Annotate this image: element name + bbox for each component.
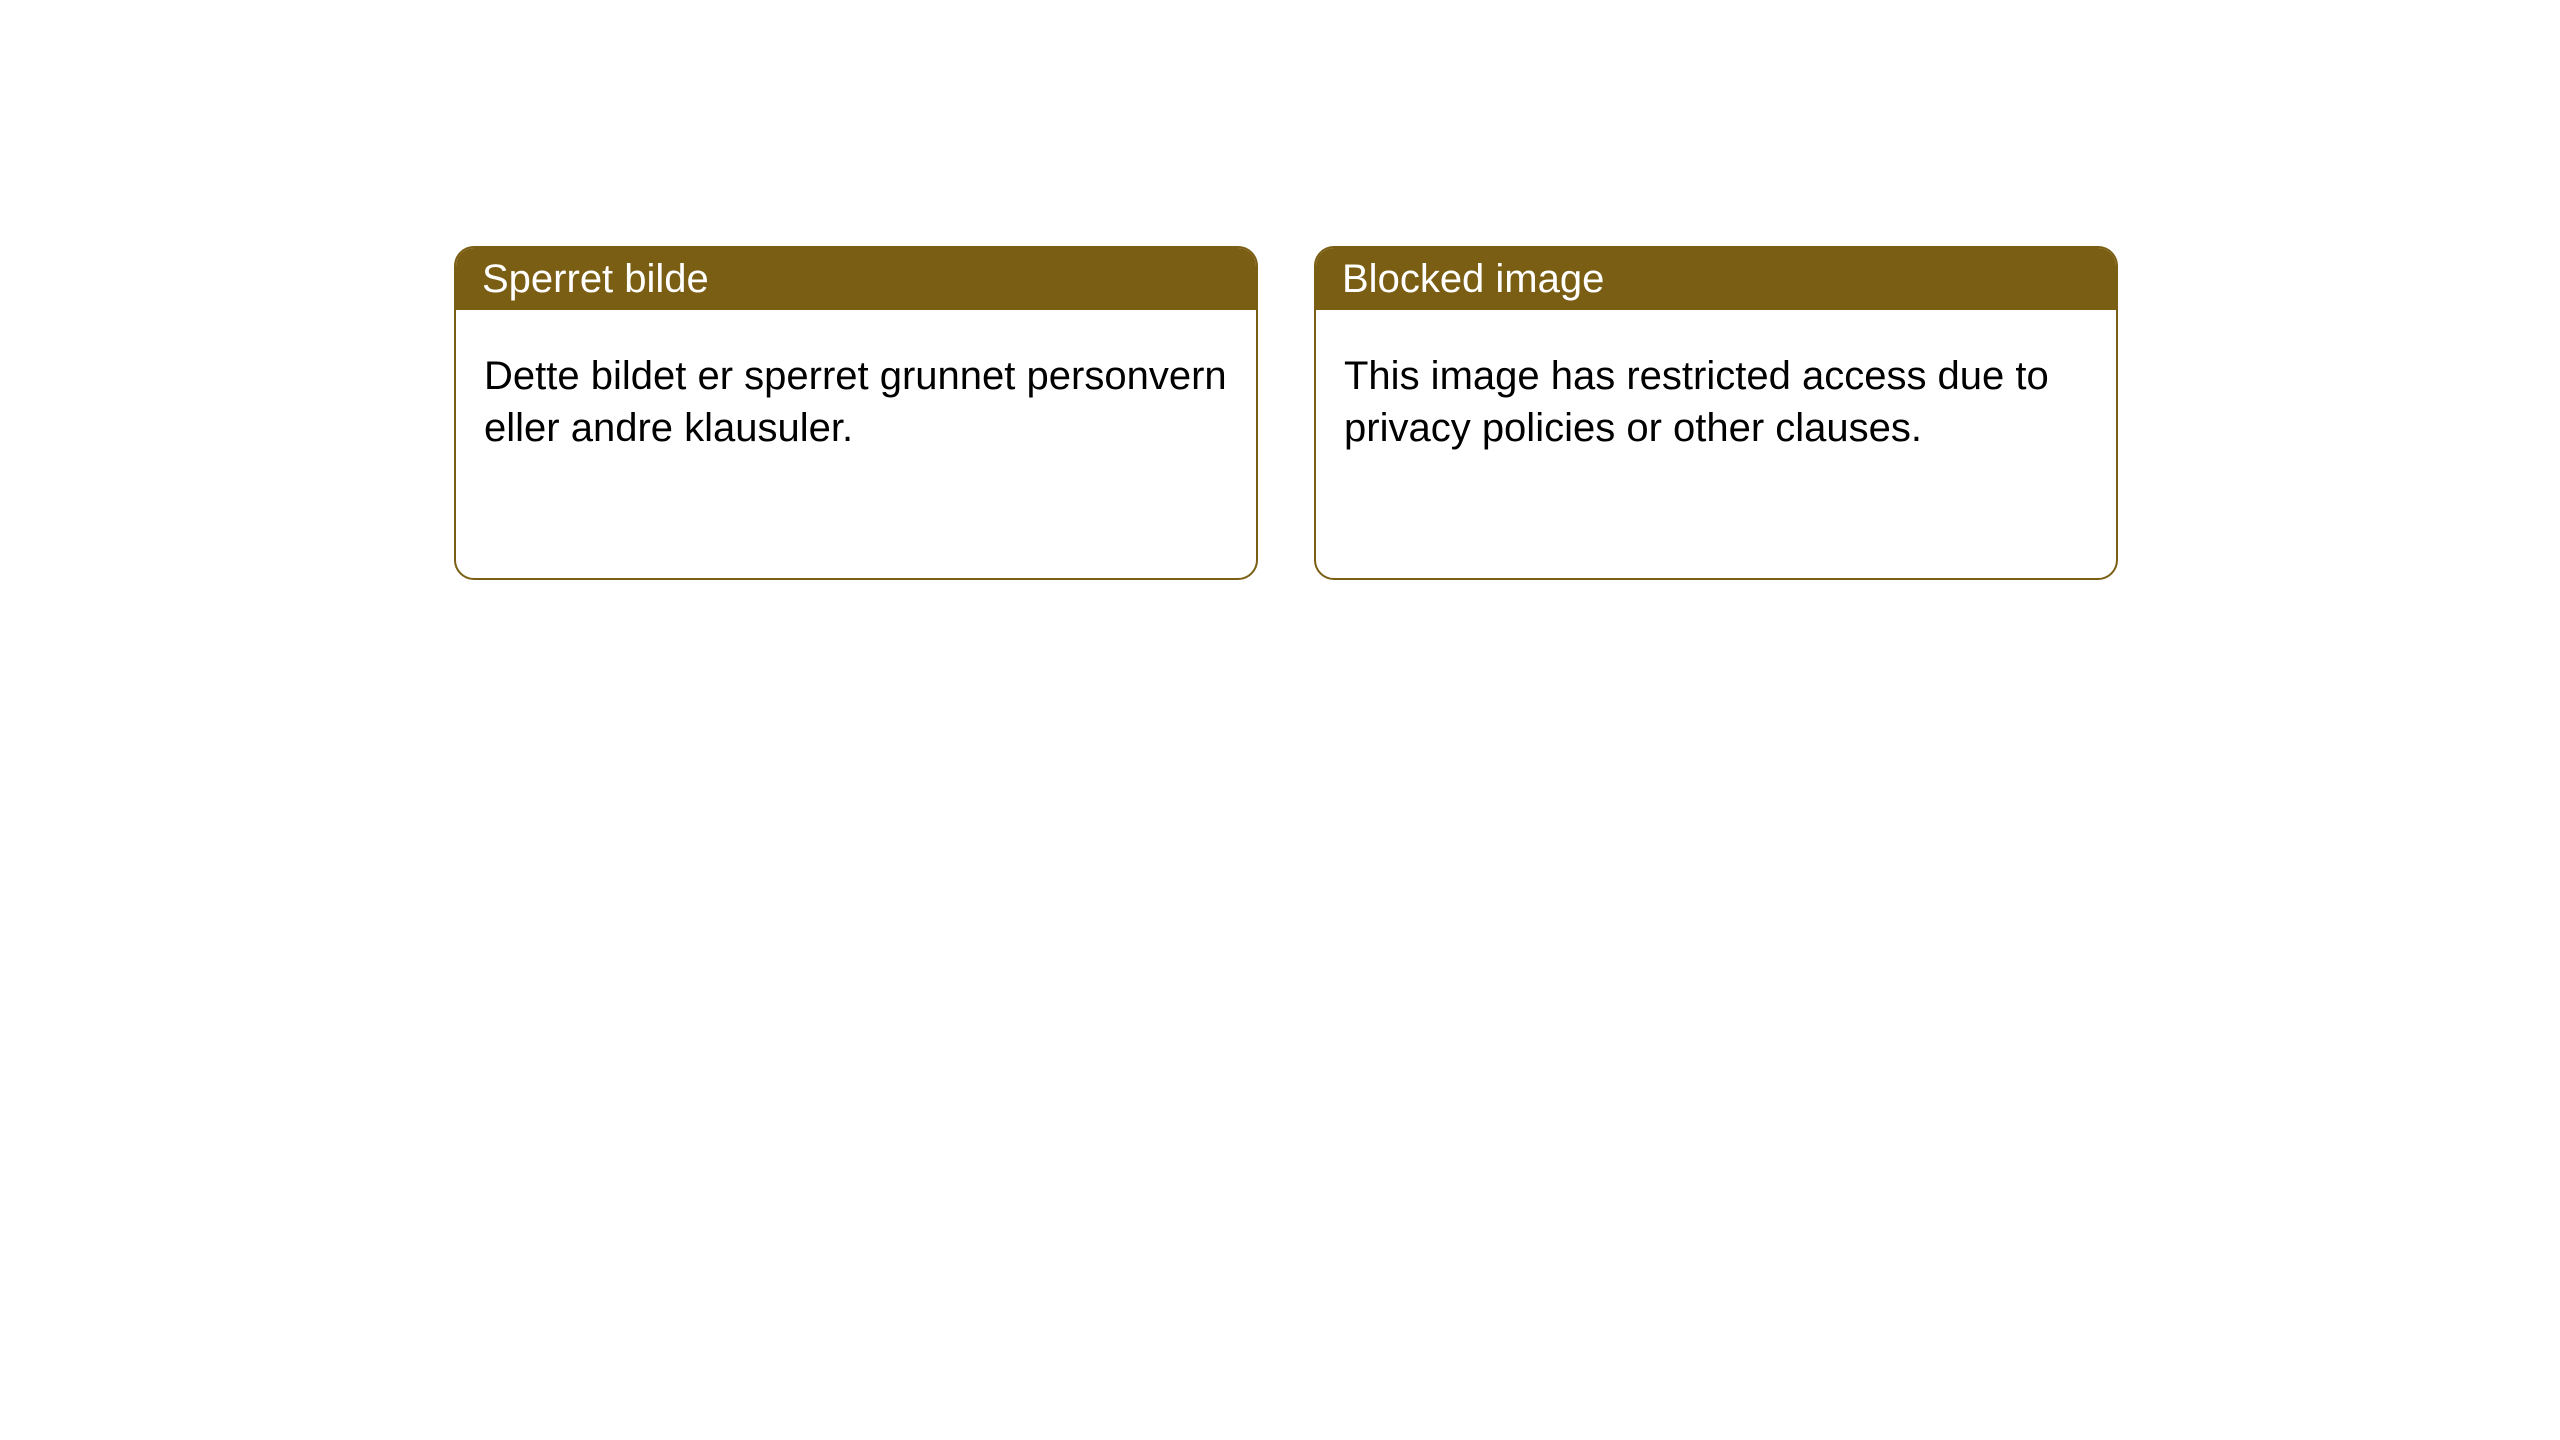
- notice-header-norwegian: Sperret bilde: [456, 248, 1256, 310]
- notice-title-english: Blocked image: [1342, 257, 1604, 302]
- notice-body-norwegian: Dette bildet er sperret grunnet personve…: [456, 310, 1256, 494]
- notice-container: Sperret bilde Dette bildet er sperret gr…: [0, 0, 2560, 580]
- notice-body-english: This image has restricted access due to …: [1316, 310, 2116, 494]
- notice-card-english: Blocked image This image has restricted …: [1314, 246, 2118, 580]
- notice-text-norwegian: Dette bildet er sperret grunnet personve…: [484, 354, 1227, 450]
- notice-text-english: This image has restricted access due to …: [1344, 354, 2049, 450]
- notice-title-norwegian: Sperret bilde: [482, 257, 709, 302]
- notice-card-norwegian: Sperret bilde Dette bildet er sperret gr…: [454, 246, 1258, 580]
- notice-header-english: Blocked image: [1316, 248, 2116, 310]
